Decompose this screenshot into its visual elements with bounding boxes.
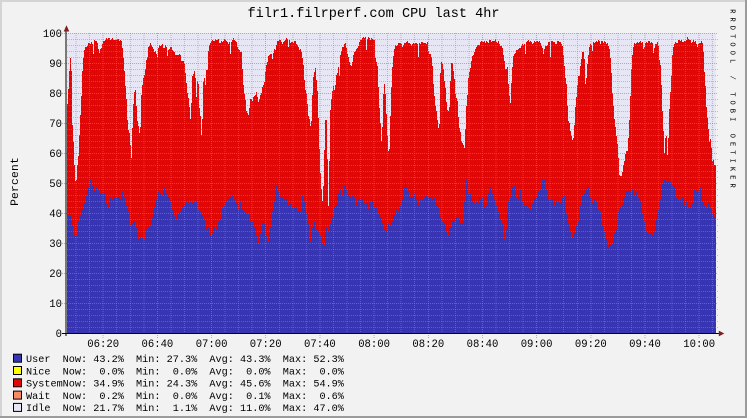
svg-text:09:00: 09:00 [521, 339, 553, 351]
svg-text:90: 90 [49, 59, 62, 71]
svg-text:0: 0 [56, 329, 62, 341]
svg-text:10:00: 10:00 [683, 339, 715, 351]
svg-text:50: 50 [49, 179, 62, 191]
svg-text:60: 60 [49, 149, 62, 161]
svg-text:Idle Now: 21.7% Min: 1.1%: Idle Now: 21.7% Min: 1.1% Avg: 11.0% Max… [26, 403, 345, 415]
svg-text:30: 30 [49, 239, 62, 251]
svg-text:RRDTOOL / TOBI OETIKER: RRDTOOL / TOBI OETIKER [728, 9, 736, 192]
svg-text:User Now: 43.2% Min: 27.3%: User Now: 43.2% Min: 27.3% Avg: 43.3% Ma… [26, 354, 345, 366]
svg-text:08:40: 08:40 [467, 339, 499, 351]
svg-text:09:40: 09:40 [629, 339, 661, 351]
svg-text:07:00: 07:00 [196, 339, 228, 351]
svg-text:80: 80 [49, 89, 62, 101]
svg-text:70: 70 [49, 119, 62, 131]
svg-text:Nice Now: 0.0% Min: 0.0%: Nice Now: 0.0% Min: 0.0% Avg: 0.0% Max: … [26, 366, 345, 378]
svg-text:40: 40 [49, 209, 62, 221]
svg-text:08:00: 08:00 [358, 339, 390, 351]
svg-text:07:20: 07:20 [250, 339, 282, 351]
svg-text:filr1.filrperf.com CPU last 4h: filr1.filrperf.com CPU last 4hr [247, 7, 499, 22]
svg-text:09:20: 09:20 [575, 339, 607, 351]
svg-text:10: 10 [49, 299, 62, 311]
svg-text:08:20: 08:20 [412, 339, 444, 351]
svg-text:07:40: 07:40 [304, 339, 336, 351]
svg-text:06:40: 06:40 [142, 339, 174, 351]
svg-text:100: 100 [43, 29, 62, 41]
svg-text:20: 20 [49, 269, 62, 281]
svg-text:Wait Now: 0.2% Min: 0.0%: Wait Now: 0.2% Min: 0.0% Avg: 0.1% Max: … [26, 391, 345, 403]
svg-text:SystemNow: 34.9% Min: 24.3%: SystemNow: 34.9% Min: 24.3% Avg: 45.6% M… [26, 379, 345, 391]
svg-text:06:20: 06:20 [87, 339, 119, 351]
svg-text:Percent: Percent [10, 157, 22, 206]
